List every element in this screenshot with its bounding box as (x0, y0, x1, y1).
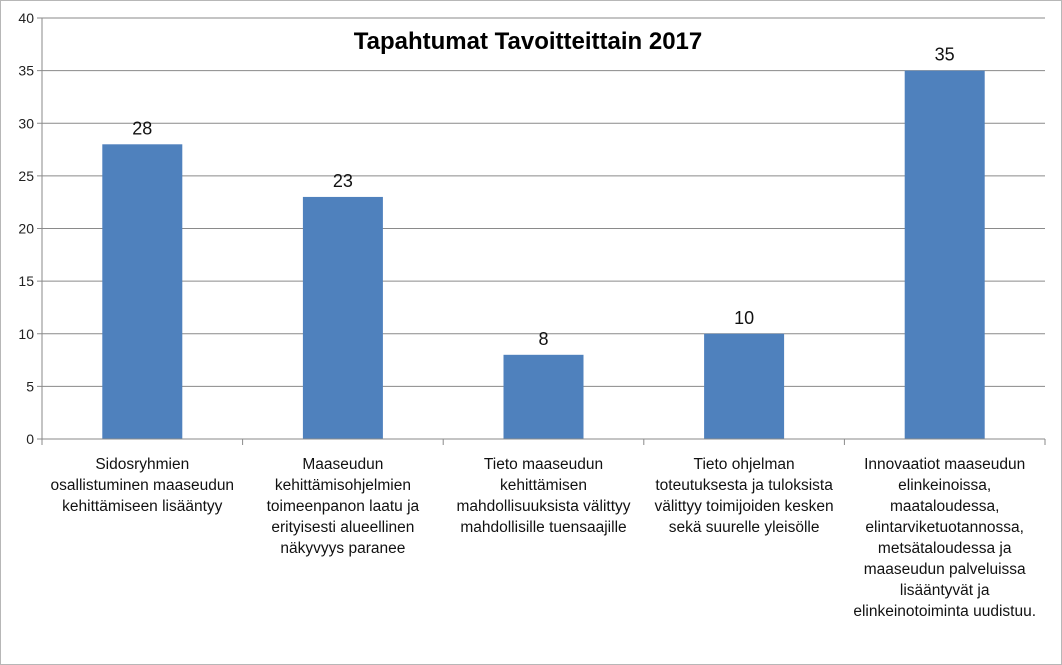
bars (102, 70, 985, 440)
y-tick-label: 0 (26, 431, 34, 447)
category-label: Tieto maaseudun kehittämisen mahdollisuu… (456, 456, 631, 536)
bar (503, 354, 584, 439)
data-label: 28 (132, 118, 152, 138)
data-label: 8 (538, 329, 548, 349)
y-tick-label: 25 (18, 168, 34, 184)
y-tick-label: 40 (18, 10, 34, 26)
data-label: 10 (734, 308, 754, 328)
bar (704, 333, 785, 439)
bar (302, 196, 383, 439)
chart-title: Tapahtumat Tavoitteittain 2017 (354, 28, 703, 55)
gridlines (42, 17, 1045, 387)
y-tick-label: 20 (18, 221, 34, 237)
bar (102, 144, 183, 440)
data-label: 23 (333, 171, 353, 191)
category-label: Innovaatiot maaseudun elinkeinoissa, maa… (853, 456, 1037, 620)
data-label: 35 (935, 45, 955, 65)
category-label: Sidosryhmien osallistuminen maaseudun ke… (50, 456, 235, 515)
y-axis-ticks: 0 5 10 15 20 25 30 35 40 (18, 10, 42, 447)
bar (904, 70, 985, 439)
category-label: Maaseudun kehittämisohjelmien toimeenpan… (266, 456, 420, 557)
axes (41, 18, 1046, 445)
data-labels: 28 23 8 10 35 (132, 45, 954, 349)
y-tick-label: 35 (18, 63, 34, 79)
category-label: Tieto ohjelman toteutuksesta ja tuloksis… (654, 456, 834, 536)
y-tick-label: 5 (26, 378, 34, 394)
y-tick-label: 30 (18, 115, 34, 131)
y-tick-label: 10 (18, 326, 34, 342)
y-tick-label: 15 (18, 273, 34, 289)
